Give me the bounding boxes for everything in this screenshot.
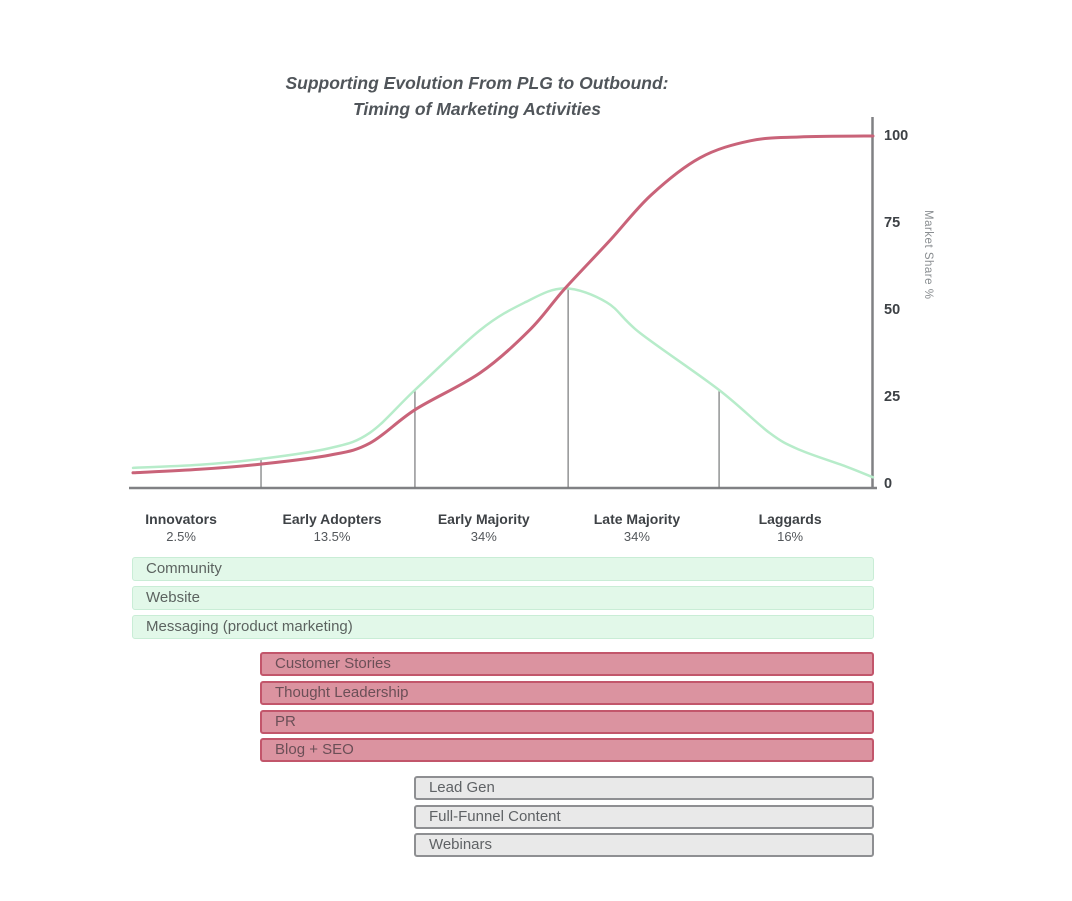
category-name: Laggards: [758, 511, 822, 527]
activity-bar-messaging-product-marketing: Messaging (product marketing): [132, 615, 874, 639]
category-late-majority: Late Majority 34%: [557, 511, 717, 546]
chart-title-line1: Supporting Evolution From PLG to Outboun…: [285, 73, 669, 93]
y-axis-tick-25: 25: [884, 389, 901, 405]
category-name: Early Majority: [437, 511, 530, 527]
category-name: Innovators: [145, 511, 217, 527]
category-share-percent: 34%: [470, 529, 497, 544]
category-early-majority: Early Majority 34%: [404, 511, 564, 546]
activity-bar-webinars: Webinars: [413, 833, 874, 857]
activity-bar-customer-stories: Customer Stories: [260, 652, 874, 676]
category-share-percent: 13.5%: [313, 529, 351, 544]
y-axis-title: Market Share %: [922, 210, 934, 300]
y-axis-tick-100: 100: [884, 128, 909, 144]
activity-bar-full-funnel-content: Full-Funnel Content: [413, 805, 874, 829]
category-name: Early Adopters: [282, 511, 382, 527]
activity-bar-thought-leadership: Thought Leadership: [260, 681, 874, 705]
activity-bar-community: Community: [132, 557, 874, 581]
category-laggards: Laggards 16%: [710, 511, 870, 546]
activity-bar-website: Website: [132, 586, 874, 610]
chart-title-line2: Timing of Marketing Activities: [353, 99, 601, 119]
market-share-s-curve-line: [131, 134, 875, 475]
adoption-bell-curve-line: [131, 287, 875, 479]
category-innovators: Innovators 2.5%: [101, 511, 261, 546]
activity-bar-blog-seo: Blog + SEO: [260, 738, 874, 762]
category-name: Late Majority: [593, 511, 681, 527]
y-axis-tick-0: 0: [884, 476, 893, 492]
chart-title: Supporting Evolution From PLG to Outboun…: [120, 70, 834, 122]
activity-bar-lead-gen: Lead Gen: [413, 776, 874, 800]
category-share-percent: 16%: [777, 529, 804, 544]
activity-bar-pr: PR: [260, 710, 874, 734]
category-share-percent: 2.5%: [166, 529, 196, 544]
category-early-adopters: Early Adopters 13.5%: [252, 511, 412, 546]
category-share-percent: 34%: [623, 529, 650, 544]
y-axis-tick-50: 50: [884, 302, 901, 318]
y-axis-tick-75: 75: [884, 215, 901, 231]
